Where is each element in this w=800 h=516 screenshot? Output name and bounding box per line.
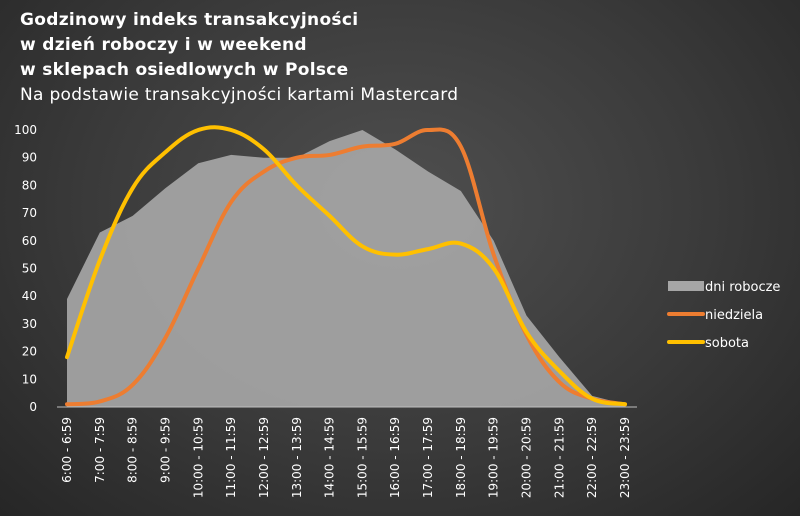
y-tick-label: 30 [22,317,37,331]
chart-title-line-1: Godzinowy indeks transakcyjności [20,10,359,30]
x-tick-label: 8:00 - 8:59 [126,417,140,483]
legend-dni-robocze-swatch [668,281,704,291]
y-tick-label: 10 [22,372,37,386]
chart-subtitle: Na podstawie transakcyjności kartami Mas… [20,85,459,105]
chart-title-line-2: w dzień roboczy i w weekend [20,35,307,55]
y-tick-label: 40 [22,289,37,303]
x-tick-label: 18:00 - 18:59 [454,417,468,498]
x-tick-label: 20:00 - 20:59 [520,417,534,498]
x-tick-label: 11:00 - 11:59 [224,417,238,498]
x-tick-label: 19:00 - 19:59 [487,417,501,498]
x-tick-label: 10:00 - 10:59 [191,417,205,498]
y-tick-label: 0 [29,400,37,414]
x-tick-label: 7:00 - 7:59 [93,417,107,483]
chart-title-block: Godzinowy indeks transakcyjności w dzień… [20,8,458,108]
x-tick-label: 9:00 - 9:59 [158,417,172,483]
x-tick-label: 15:00 - 15:59 [355,417,369,498]
y-tick-label: 50 [22,262,37,276]
x-tick-label: 22:00 - 22:59 [585,417,599,498]
legend-sobota-label: sobota [705,336,749,351]
chart-title-line-3: w sklepach osiedlowych w Polsce [20,60,349,80]
legend: dni robocze niedziela sobota [667,280,780,351]
x-tick-label: 6:00 - 6:59 [60,417,74,483]
series-area-dni-robocze [67,130,625,407]
x-tick-label: 21:00 - 21:59 [552,417,566,498]
x-tick-label: 14:00 - 14:59 [323,417,337,498]
y-tick-label: 20 [22,345,37,359]
y-tick-label: 100 [14,123,37,137]
x-tick-label: 12:00 - 12:59 [257,417,271,498]
area-layer [67,130,625,407]
series-line-sobota [65,125,627,407]
legend-dni-robocze-label: dni robocze [705,280,780,295]
x-tick-label: 17:00 - 17:59 [421,417,435,498]
y-tick-label: 90 [22,151,37,165]
x-tick-label: 23:00 - 23:59 [618,417,632,498]
y-tick-label: 70 [22,206,37,220]
y-tick-label: 60 [22,234,37,248]
x-tick-label: 13:00 - 13:59 [290,417,304,498]
y-tick-label: 80 [22,178,37,192]
x-tick-label: 16:00 - 16:59 [388,417,402,498]
legend-niedziela-label: niedziela [705,308,763,323]
line-layer [65,125,627,407]
axis-layer: 0 10 20 30 40 50 60 70 80 90 100 6:00 - 6:59 7:00 - … [14,123,637,498]
